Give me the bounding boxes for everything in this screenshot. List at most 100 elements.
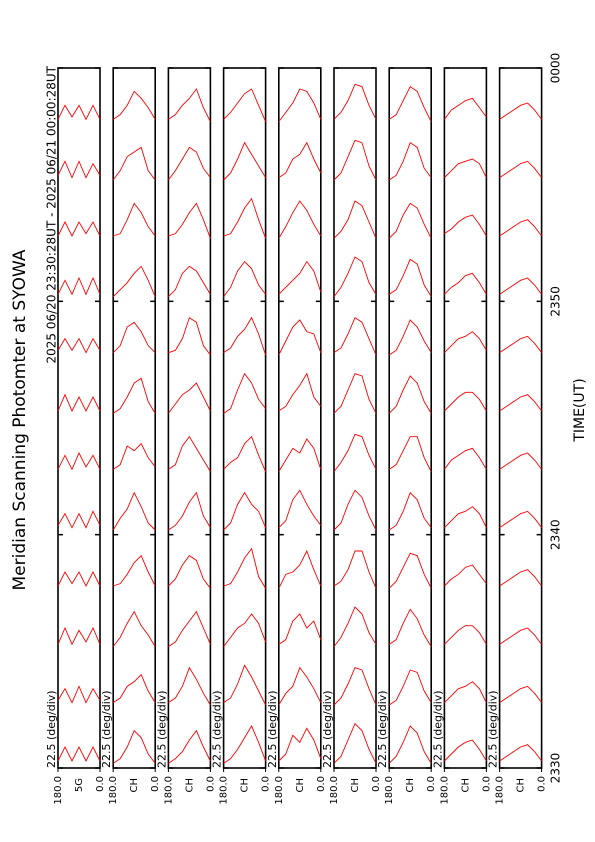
scale-label: 22.5 (deg/div)	[487, 690, 500, 768]
scale-label: 22.5 (deg/div)	[376, 690, 389, 768]
channel-label: CH	[184, 778, 195, 793]
x-axis-label: TIME(UT)	[572, 378, 588, 442]
scan-trace	[444, 564, 487, 587]
chart-subtitle: 2025 06/20 23:30:28UT - 2025 06/21 00:00…	[45, 65, 59, 363]
scan-trace	[333, 667, 377, 706]
scan-trace	[388, 608, 432, 647]
scan-trace	[499, 510, 542, 529]
scan-trace	[112, 146, 156, 181]
scan-trace	[223, 316, 267, 356]
scan-trace	[333, 606, 377, 647]
y-tick-label: 0.0	[481, 776, 492, 792]
scan-trace	[278, 666, 322, 706]
scan-trace	[388, 491, 432, 531]
scan-trace	[499, 219, 542, 237]
scan-trace	[57, 626, 101, 646]
y-tick-label: 180.0	[108, 776, 119, 805]
scan-trace	[113, 202, 156, 237]
scan-trace	[444, 391, 487, 412]
y-tick-label: 0.0	[537, 776, 548, 792]
scan-trace	[499, 160, 542, 179]
scan-trace	[168, 491, 211, 531]
scan-trace	[444, 625, 487, 645]
scan-trace	[278, 727, 322, 762]
scan-trace	[388, 669, 432, 706]
scan-trace	[499, 452, 542, 470]
scan-trace	[223, 260, 266, 297]
scan-trace	[499, 685, 542, 704]
scan-trace	[278, 260, 322, 295]
scan-trace	[388, 86, 432, 122]
scan-trace	[278, 319, 322, 356]
scale-label: 22.5 (deg/div)	[431, 690, 444, 768]
scan-trace	[168, 316, 211, 356]
scan-trace	[278, 141, 322, 179]
scan-trace	[499, 277, 542, 295]
scan-trace	[278, 549, 322, 589]
scan-trace	[57, 337, 101, 354]
scan-trace	[168, 88, 211, 122]
scan-trace	[388, 552, 432, 589]
scan-trace	[168, 435, 211, 472]
scan-trace	[333, 433, 377, 472]
scale-label: 22.5 (deg/div)	[100, 690, 113, 768]
scan-trace	[444, 447, 487, 470]
y-tick-label: 0.0	[150, 776, 161, 792]
scan-trace	[444, 214, 487, 237]
channel-label: CH	[240, 778, 251, 793]
scan-trace	[57, 745, 101, 763]
y-tick-label: 0.0	[205, 776, 216, 792]
scale-label: 22.5 (deg/div)	[155, 690, 168, 768]
scan-trace	[112, 729, 156, 764]
scan-trace	[57, 393, 101, 413]
scan-trace	[112, 90, 156, 120]
scan-trace	[168, 555, 211, 589]
scan-trace	[278, 613, 322, 645]
scan-trace	[168, 265, 211, 297]
channel-label: 5G	[74, 778, 85, 792]
channel-label: CH	[350, 778, 361, 793]
scan-trace	[388, 202, 432, 239]
scan-trace	[499, 627, 542, 645]
scale-label: 22.5 (deg/div)	[321, 690, 334, 768]
scan-trace	[223, 435, 267, 472]
scan-trace	[388, 319, 432, 356]
scan-trace	[499, 335, 542, 354]
scan-trace	[333, 373, 377, 414]
scan-trace	[333, 489, 377, 531]
y-tick-label: 0.0	[316, 776, 327, 792]
y-tick-label: 180.0	[495, 776, 506, 805]
x-tick-label: 2330	[549, 753, 563, 784]
scan-trace	[223, 372, 266, 414]
scan-trace	[388, 725, 432, 764]
scale-label: 22.5 (deg/div)	[45, 690, 58, 768]
scan-trace	[223, 725, 267, 764]
panel-frame	[222, 67, 267, 769]
scan-trace	[57, 570, 101, 588]
scan-trace	[223, 613, 267, 647]
scan-trace	[499, 569, 542, 587]
y-tick-label: 180.0	[274, 776, 285, 805]
y-tick-label: 0.0	[95, 776, 106, 792]
y-tick-label: 180.0	[384, 776, 395, 805]
chart-title: Meridian Scanning Photomter at SYOWA	[10, 249, 30, 590]
scan-trace	[112, 442, 156, 470]
scale-label: 22.5 (deg/div)	[266, 690, 279, 768]
scan-trace	[333, 256, 377, 297]
y-tick-label: 0.0	[426, 776, 437, 792]
scan-trace	[444, 739, 487, 762]
scan-trace	[168, 666, 211, 706]
channel-label: CH	[129, 778, 140, 793]
scan-trace	[444, 158, 487, 178]
scan-trace	[168, 729, 211, 764]
scan-trace	[112, 377, 156, 414]
scan-trace	[112, 491, 156, 531]
scan-trace	[388, 436, 432, 472]
scan-trace	[112, 321, 156, 353]
x-tick-label: 2340	[549, 519, 563, 550]
scan-trace	[57, 220, 101, 238]
scan-trace	[223, 547, 266, 589]
scan-trace	[223, 491, 267, 531]
scan-trace	[333, 139, 377, 181]
